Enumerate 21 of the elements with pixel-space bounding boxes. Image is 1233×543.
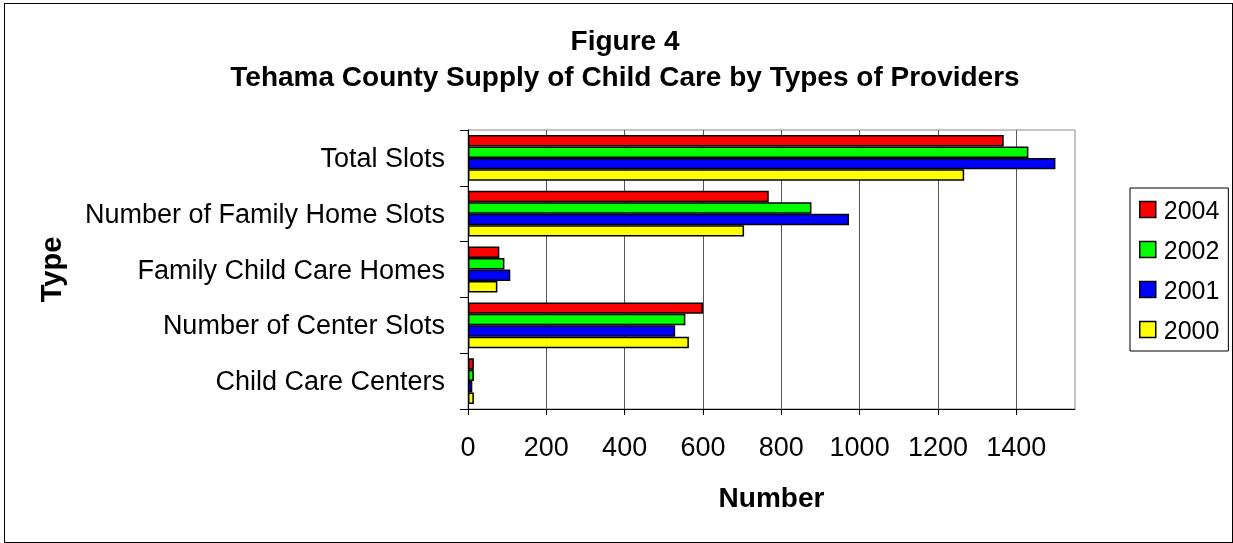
legend-label: 2000 [1163, 315, 1220, 344]
x-tick-label: 200 [523, 431, 569, 462]
x-tick-label: 0 [460, 431, 476, 462]
legend-label: 2002 [1163, 235, 1220, 264]
chart-title: Figure 4 [570, 24, 680, 56]
legend-label: 2001 [1163, 275, 1220, 304]
x-tick-label: 600 [680, 431, 726, 462]
legend-label: 2004 [1163, 195, 1220, 224]
y-tick-label: Child Care Centers [215, 366, 445, 397]
y-tick-label: Number of Family Home Slots [84, 198, 445, 229]
y-tick-label: Family Child Care Homes [137, 254, 445, 285]
y-tick-label: Number of Center Slots [162, 310, 445, 341]
chart-subtitle: Tehama County Supply of Child Care by Types of Providers [230, 60, 1020, 92]
x-tick-label: 800 [758, 431, 804, 462]
y-axis-title: Type [34, 236, 67, 303]
y-tick-label: Total Slots [320, 142, 445, 173]
x-tick-label: 1200 [907, 431, 968, 462]
x-tick-label: 1000 [829, 431, 890, 462]
x-axis-title: Number [718, 481, 825, 513]
x-tick-label: 1400 [986, 431, 1047, 462]
x-tick-label: 400 [602, 431, 648, 462]
